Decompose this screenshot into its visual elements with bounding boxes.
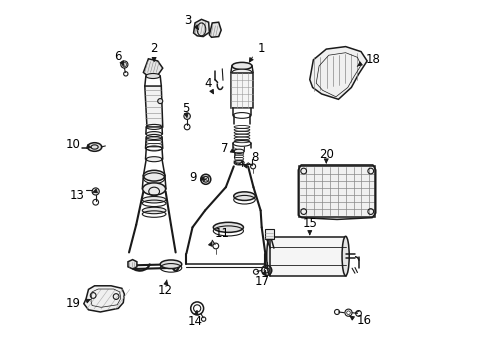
Text: 18: 18 — [365, 53, 380, 66]
Ellipse shape — [87, 143, 102, 151]
Text: 6: 6 — [114, 50, 122, 63]
Text: 4: 4 — [204, 77, 211, 90]
Bar — [264, 229, 273, 239]
Text: 16: 16 — [356, 314, 370, 327]
Circle shape — [183, 113, 190, 120]
Ellipse shape — [231, 62, 251, 69]
Circle shape — [201, 174, 210, 184]
Circle shape — [158, 99, 163, 104]
Ellipse shape — [231, 69, 251, 76]
Ellipse shape — [213, 222, 243, 232]
Ellipse shape — [146, 157, 162, 162]
Polygon shape — [298, 165, 375, 220]
Text: 5: 5 — [181, 102, 189, 115]
Text: 9: 9 — [189, 171, 197, 184]
Text: 15: 15 — [302, 217, 317, 230]
Polygon shape — [193, 19, 209, 37]
Bar — [230, 73, 253, 108]
Text: 11: 11 — [215, 227, 230, 240]
Bar — [299, 166, 374, 217]
Ellipse shape — [160, 260, 182, 269]
Text: 13: 13 — [70, 189, 85, 202]
Text: 8: 8 — [251, 151, 259, 164]
Text: 12: 12 — [157, 284, 172, 297]
Ellipse shape — [146, 132, 162, 136]
Text: 10: 10 — [65, 138, 80, 151]
Text: 19: 19 — [65, 297, 80, 310]
Ellipse shape — [233, 192, 255, 201]
Ellipse shape — [341, 236, 348, 276]
Ellipse shape — [143, 170, 164, 181]
Bar — [270, 237, 345, 276]
Text: 2: 2 — [150, 41, 158, 54]
Polygon shape — [143, 59, 163, 75]
Ellipse shape — [145, 73, 160, 78]
Text: 1: 1 — [258, 41, 265, 54]
Circle shape — [92, 188, 99, 195]
Text: 7: 7 — [221, 142, 228, 155]
Text: 17: 17 — [254, 275, 269, 288]
Circle shape — [121, 61, 128, 68]
Ellipse shape — [266, 236, 273, 276]
Text: 20: 20 — [318, 148, 333, 161]
Ellipse shape — [234, 149, 244, 153]
Ellipse shape — [142, 207, 165, 214]
Text: 3: 3 — [183, 14, 191, 27]
Polygon shape — [309, 46, 366, 99]
Ellipse shape — [142, 197, 165, 203]
Polygon shape — [144, 86, 163, 127]
Polygon shape — [83, 286, 124, 312]
Polygon shape — [128, 260, 137, 269]
Polygon shape — [209, 22, 221, 37]
Text: 14: 14 — [187, 315, 202, 328]
Ellipse shape — [142, 183, 165, 195]
